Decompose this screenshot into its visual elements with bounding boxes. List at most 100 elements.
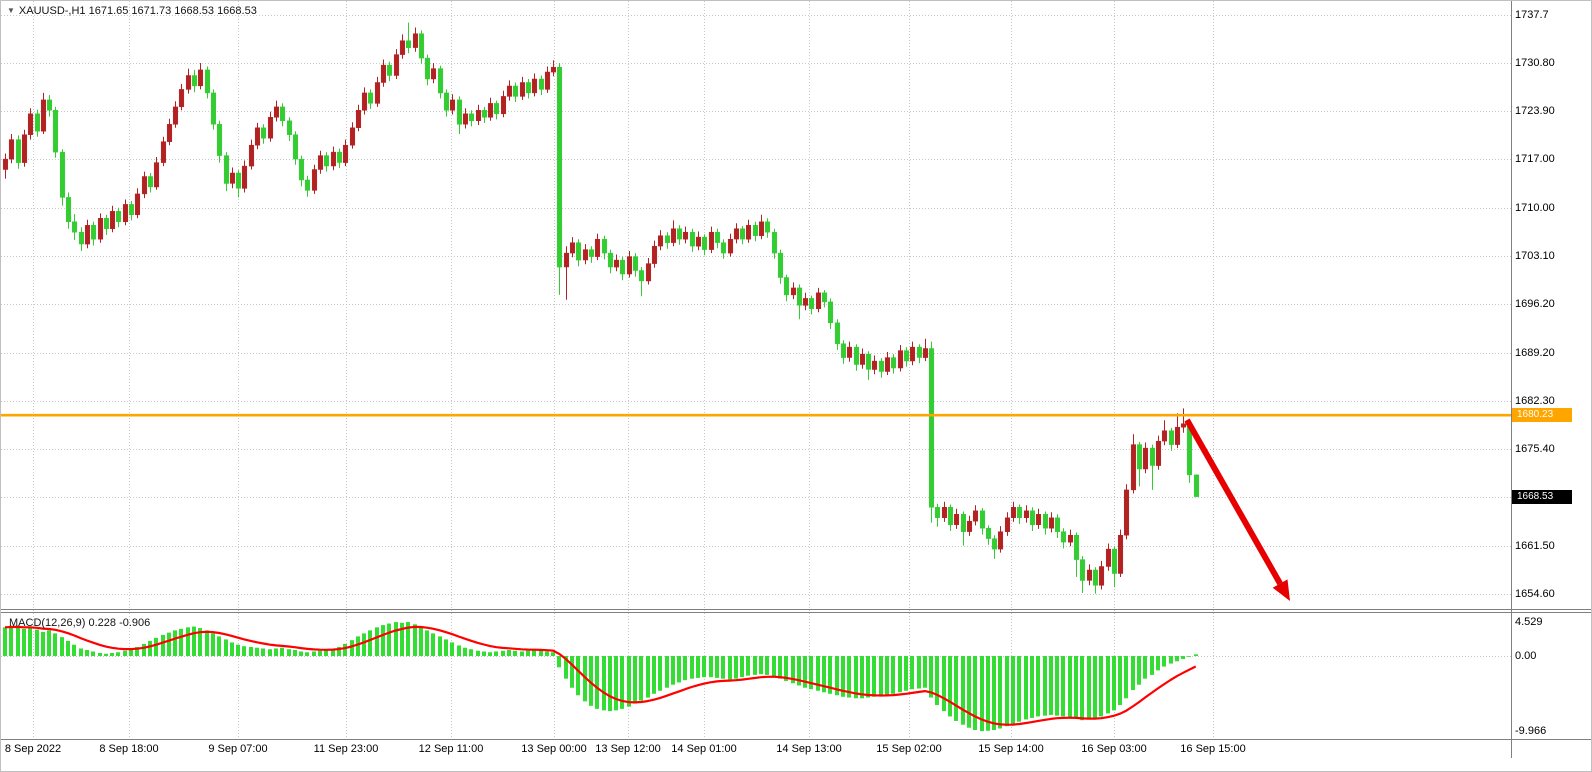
candle[interactable] [323,152,330,172]
candle[interactable] [109,205,116,233]
candle[interactable] [657,230,664,251]
candle[interactable] [752,221,759,242]
candle[interactable] [311,164,318,194]
candle[interactable] [115,207,122,228]
candle[interactable] [160,136,167,167]
candle[interactable] [569,237,576,258]
candle[interactable] [1086,564,1093,586]
candle[interactable] [141,171,148,199]
candle[interactable] [783,274,790,302]
candle[interactable] [525,79,532,99]
candle[interactable] [890,354,897,374]
candle[interactable] [544,66,551,93]
candle[interactable] [97,213,104,243]
candle[interactable] [846,341,853,362]
candle[interactable] [424,54,431,86]
candle[interactable] [550,60,557,77]
candle[interactable] [638,267,645,297]
candle[interactable] [46,95,53,117]
candle[interactable] [260,124,267,144]
candle[interactable] [235,170,242,198]
candle[interactable] [1073,532,1080,577]
candle[interactable] [859,348,866,369]
candle[interactable] [727,233,734,257]
candle[interactable] [153,157,160,190]
candle[interactable] [909,341,916,366]
candle[interactable] [1136,441,1143,487]
candle[interactable] [279,103,286,127]
candle[interactable] [966,515,973,536]
candle[interactable] [1098,560,1105,590]
candle[interactable] [241,160,248,193]
candle[interactable] [286,117,293,141]
candle[interactable] [997,526,1004,553]
candle[interactable] [34,109,41,137]
candle[interactable] [1155,435,1162,470]
candle[interactable] [1054,514,1061,538]
candle[interactable] [626,251,633,278]
candle[interactable] [65,192,72,229]
candle[interactable] [695,231,702,251]
candle[interactable] [399,34,406,59]
candle[interactable] [90,221,97,246]
candle[interactable] [1142,442,1149,474]
candle[interactable] [1149,444,1156,490]
candle[interactable] [582,244,589,265]
candle[interactable] [953,508,960,529]
candle[interactable] [273,100,280,122]
candle[interactable] [27,108,34,140]
candle[interactable] [298,155,305,187]
candlestick-series[interactable] [2,22,1200,594]
candle[interactable] [493,100,500,120]
candle[interactable] [1174,413,1181,449]
candle[interactable] [815,287,822,313]
candle[interactable] [575,239,582,267]
candle[interactable] [197,63,204,90]
candle[interactable] [204,66,211,99]
candle[interactable] [21,129,28,167]
candle[interactable] [619,256,626,281]
candle[interactable] [1111,546,1118,588]
candle[interactable] [960,511,967,546]
candle[interactable] [771,228,778,259]
candle[interactable] [827,298,834,329]
candle[interactable] [185,68,192,94]
candle[interactable] [903,347,910,367]
candle[interactable] [292,131,299,165]
candle[interactable] [393,49,400,79]
candle[interactable] [972,505,979,526]
candle[interactable] [191,69,198,93]
candle[interactable] [361,87,368,115]
candle[interactable] [720,239,727,259]
candle[interactable] [166,118,173,146]
candle[interactable] [664,232,671,249]
candle[interactable] [254,122,261,150]
candle[interactable] [733,223,740,244]
candle[interactable] [714,228,721,249]
candle[interactable] [449,94,456,115]
candle[interactable] [103,214,110,235]
candle[interactable] [512,82,519,103]
candle[interactable] [651,240,658,268]
candle[interactable] [1067,529,1074,547]
candle[interactable] [462,108,469,129]
candle[interactable] [475,104,482,125]
candle[interactable] [745,219,752,243]
candle[interactable] [1117,529,1124,577]
candle[interactable] [418,30,425,64]
candle[interactable] [456,96,463,134]
candle[interactable] [2,153,9,179]
candle[interactable] [84,219,91,249]
candle[interactable] [947,504,954,532]
candle[interactable] [979,508,986,535]
candle[interactable] [210,89,217,130]
candle[interactable] [386,61,393,82]
candle[interactable] [481,106,488,123]
candle[interactable] [223,152,230,192]
candle[interactable] [821,290,828,308]
candle[interactable] [1004,512,1011,536]
candle[interactable] [878,358,885,378]
candle[interactable] [500,90,507,118]
candle[interactable] [405,22,412,54]
